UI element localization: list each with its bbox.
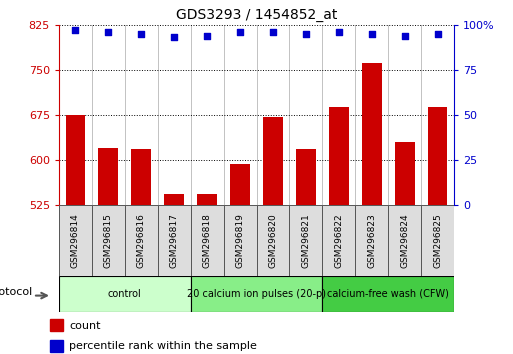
Bar (98, 148, 118, 205)
Bar (388, 205, 421, 276)
Text: count: count (69, 321, 101, 331)
Bar (362, 63, 382, 205)
Bar (50, 319, 63, 331)
Text: GSM296819: GSM296819 (235, 213, 245, 268)
Point (269, 29, 277, 35)
Bar (59, 205, 92, 276)
Bar (197, 194, 217, 205)
Point (433, 31, 442, 37)
Bar (394, 142, 415, 205)
Point (203, 33, 211, 39)
Bar (256, 205, 289, 276)
Point (401, 33, 409, 39)
Title: GDS3293 / 1454852_at: GDS3293 / 1454852_at (176, 8, 337, 22)
Text: GSM296823: GSM296823 (367, 213, 376, 268)
Point (334, 29, 343, 35)
Point (137, 31, 145, 37)
Text: GSM296815: GSM296815 (104, 213, 113, 268)
Point (71, 27, 80, 33)
Text: calcium-free wash (CFW): calcium-free wash (CFW) (327, 289, 449, 299)
Bar (164, 194, 184, 205)
Bar (329, 107, 349, 205)
Bar (224, 205, 256, 276)
Bar (66, 115, 85, 205)
Text: control: control (108, 289, 142, 299)
Text: GSM296816: GSM296816 (137, 213, 146, 268)
Bar (158, 205, 191, 276)
Bar (191, 205, 224, 276)
Bar (131, 149, 151, 205)
Bar (125, 205, 158, 276)
Point (104, 29, 112, 35)
Bar (355, 205, 388, 276)
Bar (230, 164, 250, 205)
Text: protocol: protocol (0, 287, 32, 297)
Point (236, 29, 244, 35)
Point (170, 35, 179, 40)
Bar (421, 205, 454, 276)
Bar (59, 276, 191, 312)
Text: 20 calcium ion pulses (20-p): 20 calcium ion pulses (20-p) (187, 289, 326, 299)
Bar (50, 341, 63, 352)
Text: GSM296820: GSM296820 (268, 213, 278, 268)
Text: GSM296817: GSM296817 (170, 213, 179, 268)
Bar (263, 117, 283, 205)
Bar (428, 107, 447, 205)
Point (368, 31, 376, 37)
Bar (289, 205, 322, 276)
Text: percentile rank within the sample: percentile rank within the sample (69, 341, 257, 351)
Bar (191, 276, 322, 312)
Bar (322, 205, 355, 276)
Text: GSM296818: GSM296818 (203, 213, 212, 268)
Text: GSM296821: GSM296821 (301, 213, 310, 268)
Text: GSM296824: GSM296824 (400, 213, 409, 268)
Bar (296, 149, 315, 205)
Point (302, 31, 310, 37)
Text: GSM296825: GSM296825 (433, 213, 442, 268)
Text: GSM296814: GSM296814 (71, 213, 80, 268)
Text: GSM296822: GSM296822 (334, 213, 343, 268)
Bar (322, 276, 454, 312)
Bar (92, 205, 125, 276)
